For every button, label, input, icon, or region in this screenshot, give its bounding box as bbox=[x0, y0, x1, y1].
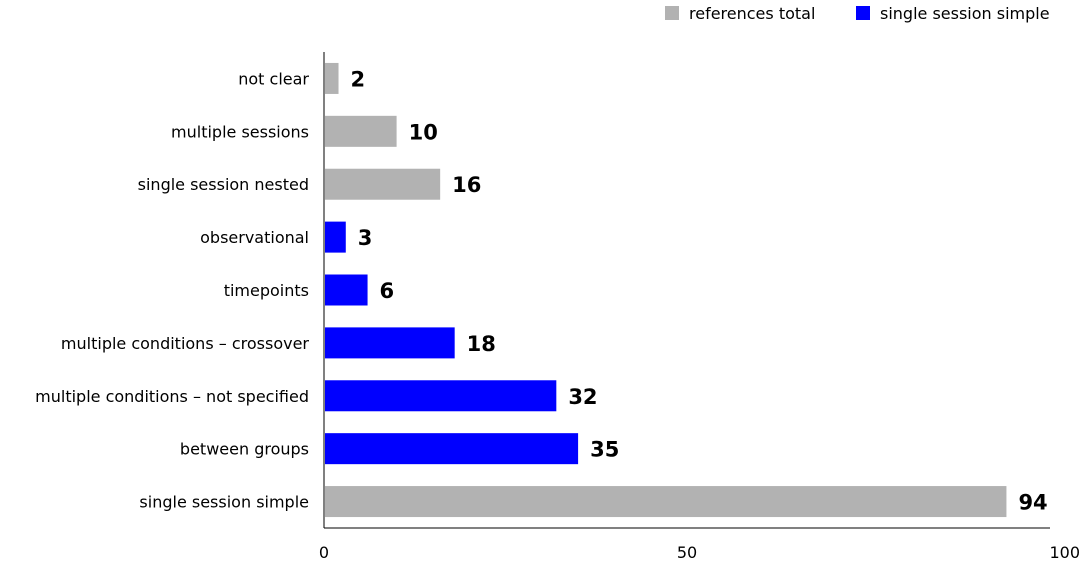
legend-swatch-1 bbox=[856, 6, 870, 20]
value-label-6: 32 bbox=[568, 385, 597, 409]
category-label-3: observational bbox=[200, 228, 309, 247]
x-tick-label-0: 0 bbox=[319, 543, 329, 562]
category-labels: not clear multiple sessions single session… bbox=[35, 69, 309, 511]
value-label-2: 16 bbox=[452, 173, 481, 197]
legend: references total single session simple bbox=[665, 4, 1050, 23]
bars-group bbox=[325, 62, 1007, 518]
legend-swatch-0 bbox=[665, 6, 679, 20]
x-tick-label-2: 100 bbox=[1049, 543, 1080, 562]
bar-8 bbox=[325, 486, 1007, 518]
x-tick-label-1: 50 bbox=[677, 543, 697, 562]
category-label-0: not clear bbox=[238, 69, 309, 88]
value-label-4: 6 bbox=[380, 279, 395, 303]
category-label-6: multiple conditions – not specified bbox=[35, 387, 309, 406]
value-label-8: 94 bbox=[1018, 491, 1047, 515]
bar-5 bbox=[325, 327, 455, 359]
value-labels: 2 10 16 3 6 18 32 35 94 bbox=[351, 67, 1048, 514]
value-label-1: 10 bbox=[409, 120, 438, 144]
legend-label-0: references total bbox=[689, 4, 815, 23]
value-label-5: 18 bbox=[467, 332, 496, 356]
legend-label-1: single session simple bbox=[880, 4, 1050, 23]
category-label-7: between groups bbox=[180, 440, 309, 459]
category-label-8: single session simple bbox=[139, 493, 309, 512]
bar-2 bbox=[325, 168, 441, 200]
bar-3 bbox=[325, 221, 346, 253]
category-label-1: multiple sessions bbox=[171, 122, 309, 141]
value-label-0: 2 bbox=[351, 67, 366, 91]
value-label-7: 35 bbox=[590, 438, 619, 462]
bar-0 bbox=[325, 62, 339, 94]
value-label-3: 3 bbox=[358, 226, 373, 250]
axes: 0 50 100 bbox=[319, 52, 1080, 562]
bar-1 bbox=[325, 115, 397, 147]
bar-7 bbox=[325, 433, 579, 465]
category-label-4: timepoints bbox=[224, 281, 309, 300]
category-label-5: multiple conditions – crossover bbox=[61, 334, 309, 353]
bar-6 bbox=[325, 380, 557, 412]
bar-4 bbox=[325, 274, 368, 306]
category-label-2: single session nested bbox=[138, 175, 309, 194]
